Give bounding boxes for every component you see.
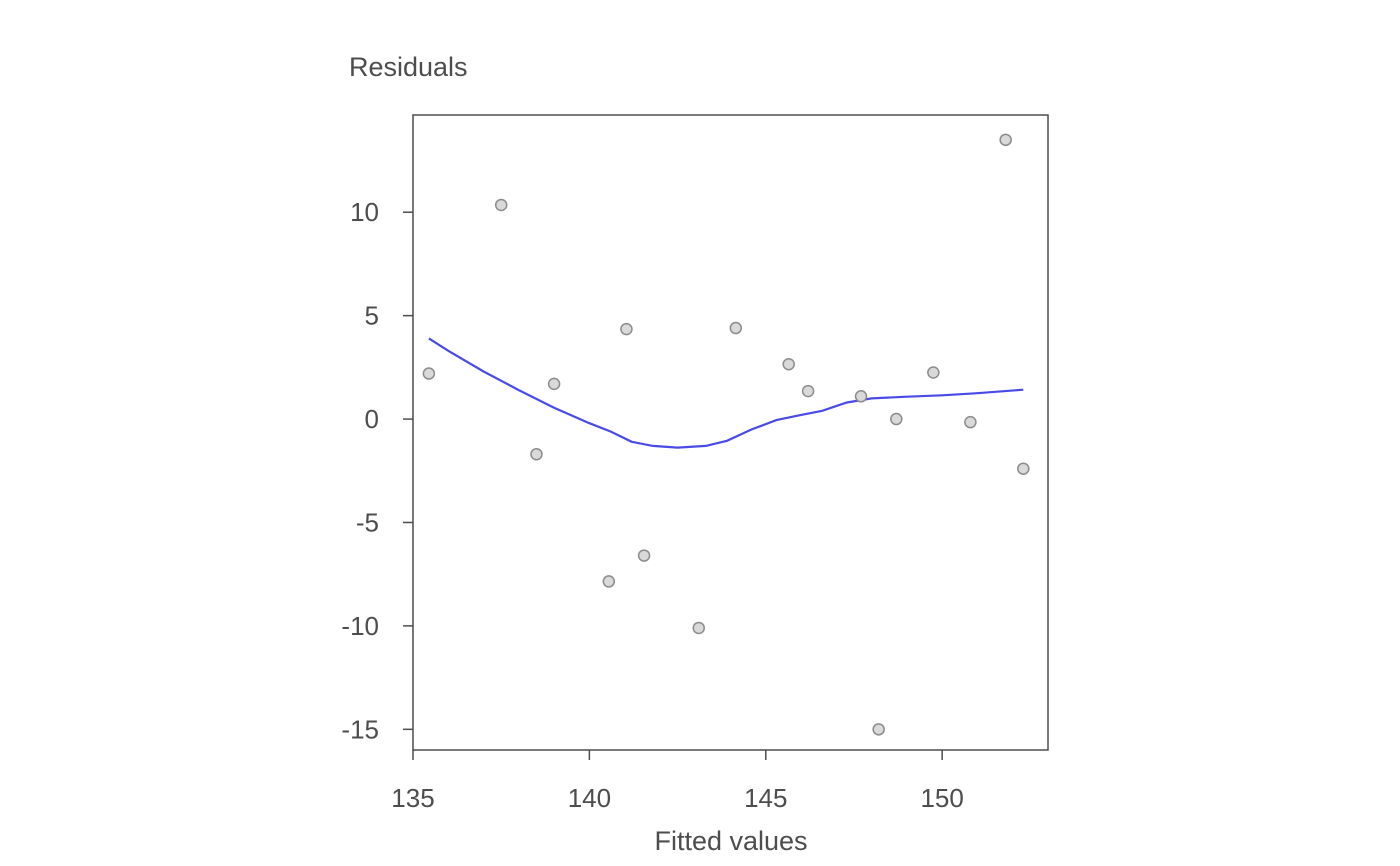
data-point <box>602 575 616 588</box>
data-point <box>494 198 508 212</box>
data-point <box>801 384 815 398</box>
y-axis-title: Residuals <box>349 52 468 82</box>
data-point <box>547 377 561 391</box>
data-point <box>729 321 743 335</box>
x-tick-label: 150 <box>920 783 963 813</box>
data-point <box>692 621 705 635</box>
y-tick-label: -10 <box>341 611 379 641</box>
data-point <box>872 723 885 736</box>
data-point <box>927 366 940 379</box>
y-tick-label: -15 <box>341 714 379 744</box>
data-point <box>854 390 868 403</box>
data-point <box>1017 462 1030 475</box>
smooth-trend-line <box>428 337 1024 449</box>
data-point <box>999 133 1012 147</box>
data-point <box>620 322 633 336</box>
y-tick-label: 5 <box>365 301 379 331</box>
data-point <box>530 447 543 461</box>
y-axis: -15 -10 -5 0 5 10 <box>341 197 413 744</box>
x-axis: 135 140 145 150 <box>391 750 964 813</box>
data-point <box>890 412 903 426</box>
data-points <box>422 133 1030 736</box>
x-tick-label: 135 <box>391 783 434 813</box>
y-tick-label: -5 <box>356 507 379 537</box>
data-point <box>637 549 651 562</box>
plot-frame <box>412 114 1049 751</box>
x-axis-title: Fitted values <box>654 826 807 856</box>
data-point <box>782 357 795 371</box>
data-point <box>964 415 977 429</box>
x-tick-label: 140 <box>568 783 611 813</box>
x-tick-label: 145 <box>744 783 787 813</box>
data-point <box>422 367 436 380</box>
y-tick-label: 10 <box>350 197 379 227</box>
y-tick-label: 0 <box>365 404 379 434</box>
